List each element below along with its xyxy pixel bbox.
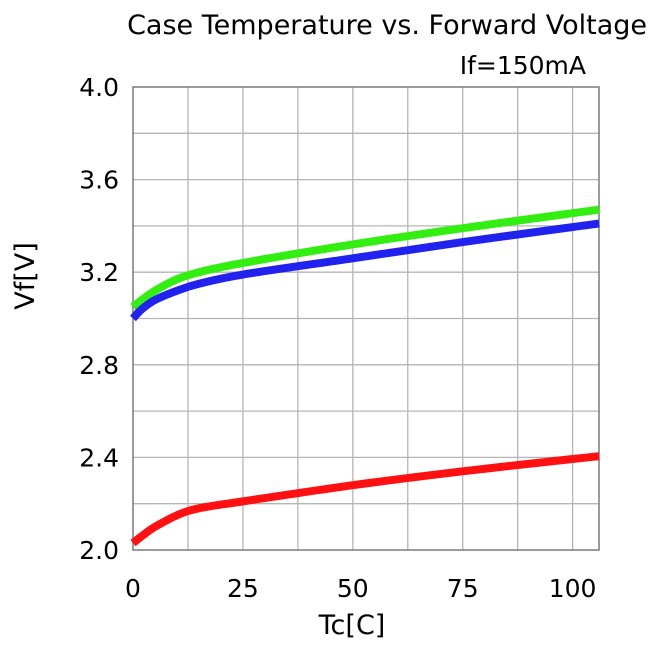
- y-tick-label: 4.0: [79, 73, 119, 102]
- series-line-2: [130, 219, 600, 322]
- x-tick-label: 75: [447, 574, 479, 603]
- y-tick-label: 2.4: [79, 443, 119, 472]
- x-axis-label: Tc[C]: [318, 610, 386, 641]
- y-tick-label: 3.2: [79, 258, 119, 287]
- chart-subtitle: If=150mA: [460, 51, 586, 80]
- y-tick-label: 2.8: [79, 351, 119, 380]
- grid: [133, 87, 599, 550]
- y-tick-label: 3.6: [79, 166, 119, 195]
- x-tick-label: 0: [125, 574, 141, 603]
- x-tick-labels: 0 25 50 75 100: [125, 574, 596, 603]
- y-tick-labels: 2.0 2.4 2.8 3.2 3.6 4.0: [79, 73, 119, 565]
- x-tick-label: 50: [337, 574, 369, 603]
- x-tick-label: 25: [227, 574, 259, 603]
- chart-title: Case Temperature vs. Forward Voltage: [127, 10, 647, 41]
- series-line-1: [130, 205, 600, 311]
- series-group: [130, 205, 600, 547]
- series-line-3: [130, 452, 600, 547]
- y-tick-label: 2.0: [79, 536, 119, 565]
- x-tick-label: 100: [549, 574, 597, 603]
- y-axis-label: Vf[V]: [10, 242, 41, 310]
